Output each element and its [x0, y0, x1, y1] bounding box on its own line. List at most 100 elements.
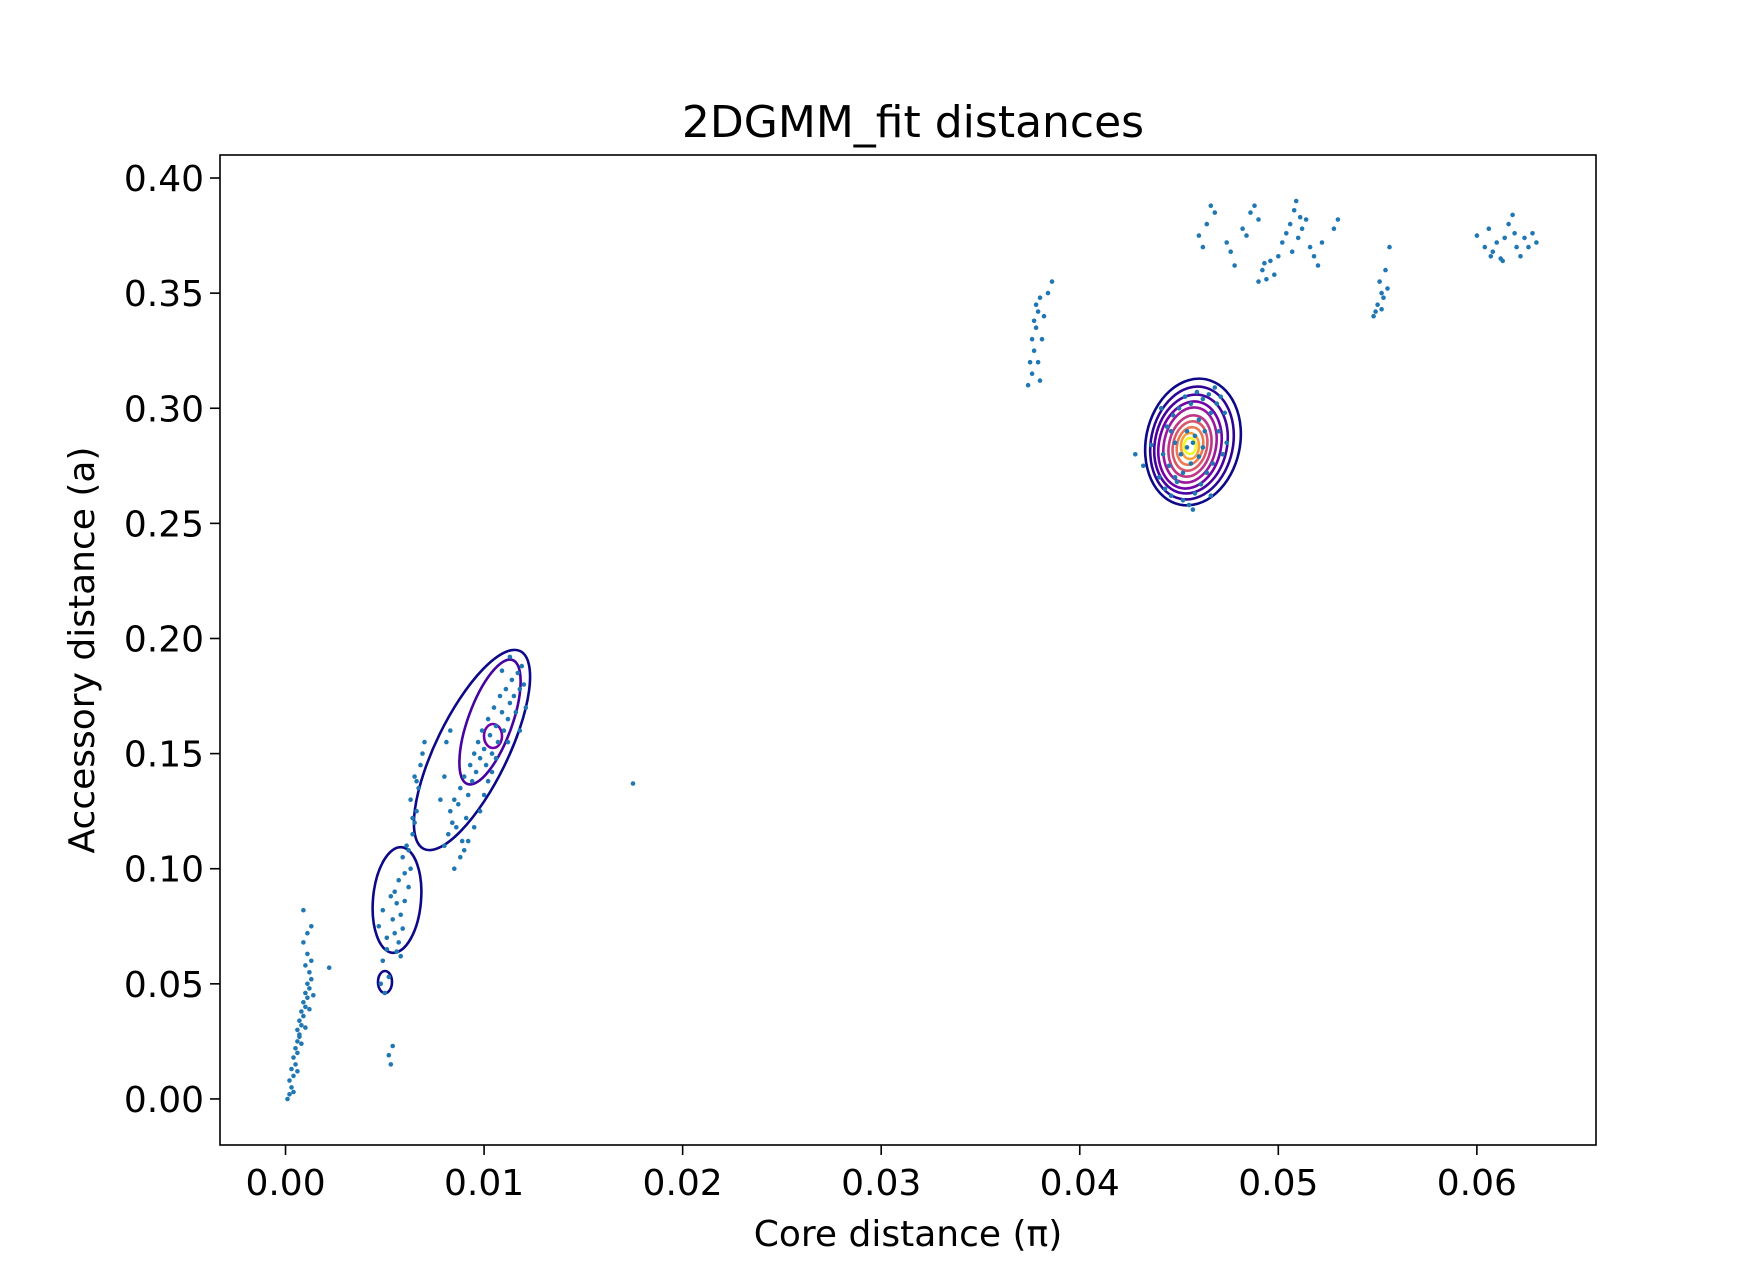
chart-title: 2DGMM_fit distances [682, 97, 1144, 148]
data-point [442, 843, 447, 848]
data-point [1500, 258, 1505, 264]
data-point [487, 732, 493, 738]
data-point [489, 751, 495, 756]
data-point [1311, 253, 1317, 259]
data-point [454, 825, 459, 830]
data-point [515, 670, 521, 676]
plot-frame [219, 154, 1597, 1146]
data-point [309, 958, 314, 964]
data-point [505, 739, 511, 745]
data-point [1291, 208, 1297, 213]
data-point [392, 930, 398, 936]
data-point [287, 1078, 292, 1083]
data-point [380, 958, 386, 964]
data-point [505, 716, 511, 722]
density-contours [371, 377, 1243, 995]
data-point [1202, 429, 1208, 434]
x-tick-label: 0.05 [1238, 1163, 1318, 1204]
contour-ring [1182, 436, 1198, 456]
data-point [301, 1013, 306, 1019]
data-point [1029, 371, 1035, 377]
data-point [1041, 313, 1047, 319]
data-point [293, 1046, 298, 1051]
data-point [1530, 231, 1535, 236]
data-point [1033, 302, 1039, 308]
data-point [517, 686, 523, 692]
data-point [1379, 290, 1384, 296]
data-point [1204, 470, 1210, 476]
contour-ring [1157, 400, 1223, 490]
data-point [471, 751, 477, 756]
data-point [376, 924, 382, 929]
data-point [295, 1069, 300, 1074]
data-point [299, 1023, 304, 1028]
data-point [481, 746, 487, 752]
data-point [1172, 440, 1178, 446]
data-point [1045, 290, 1051, 296]
data-point [392, 889, 398, 894]
data-point [501, 728, 507, 733]
data-point [422, 739, 427, 745]
data-point [1218, 394, 1223, 400]
data-point [380, 907, 386, 913]
data-point [463, 815, 469, 821]
data-point [295, 1050, 300, 1056]
data-point [1170, 412, 1176, 418]
data-point [1522, 235, 1527, 241]
data-point [305, 981, 310, 987]
data-point [519, 663, 525, 669]
y-tick-label: 0.10 [124, 850, 204, 891]
data-point [295, 1027, 300, 1033]
data-point [1240, 226, 1245, 231]
data-point [1474, 233, 1480, 238]
data-point [1204, 221, 1210, 227]
data-point [456, 802, 461, 807]
data-point [503, 686, 509, 692]
data-point [386, 1052, 392, 1058]
data-point [1502, 235, 1507, 241]
data-point [1220, 452, 1225, 457]
data-point [1164, 424, 1170, 430]
data-point [1208, 410, 1214, 416]
data-point [1031, 318, 1037, 324]
data-point [495, 739, 501, 745]
y-tick-label: 0.40 [124, 159, 204, 200]
data-point [408, 797, 413, 802]
data-point [287, 1092, 292, 1097]
data-point [291, 1055, 296, 1060]
data-point [465, 792, 471, 798]
data-point [418, 762, 423, 768]
data-point [388, 894, 394, 899]
data-point [390, 917, 396, 922]
data-point [390, 1043, 396, 1049]
data-point [1295, 235, 1301, 241]
data-point [1375, 302, 1380, 308]
y-axis: 0.00 0.05 0.10 0.15 0.20 0.25 0.30 0.35 0.40 [124, 159, 220, 1121]
data-point [285, 1096, 290, 1102]
data-point [301, 907, 306, 913]
data-point [1180, 470, 1186, 476]
data-point [1188, 461, 1194, 466]
data-point [412, 774, 417, 779]
data-point [1200, 396, 1206, 402]
data-point [1260, 267, 1265, 273]
data-point [303, 963, 308, 968]
data-point [1192, 433, 1198, 439]
data-point [1035, 309, 1041, 314]
data-point [297, 1018, 302, 1023]
data-point [1299, 226, 1305, 231]
data-point [1268, 258, 1273, 264]
x-tick-label: 0.06 [1437, 1163, 1517, 1204]
data-point [386, 974, 392, 980]
data-point [420, 751, 425, 756]
data-point [1373, 309, 1378, 314]
data-point [442, 774, 447, 779]
data-point [485, 716, 491, 722]
data-point [402, 871, 408, 876]
data-point [1156, 475, 1162, 480]
data-point [1206, 392, 1212, 397]
data-point [1190, 440, 1196, 446]
data-point [499, 709, 505, 715]
data-point [1486, 226, 1492, 231]
data-point [1289, 249, 1295, 254]
